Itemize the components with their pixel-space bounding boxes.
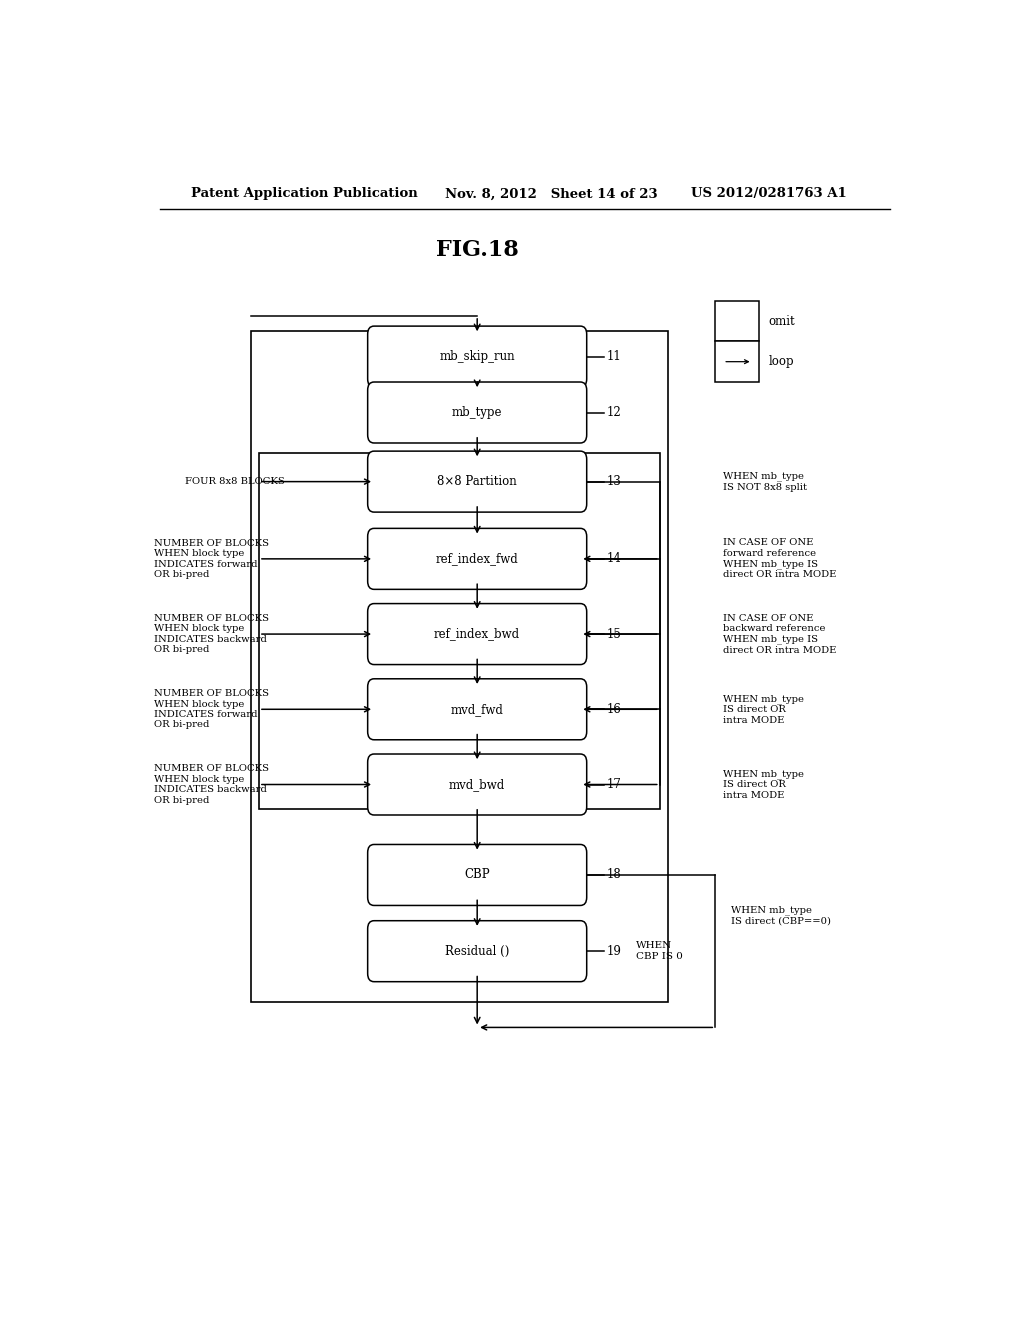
Text: 18: 18 xyxy=(606,869,622,882)
FancyBboxPatch shape xyxy=(368,921,587,982)
Text: loop: loop xyxy=(768,355,794,368)
Text: ref_index_fwd: ref_index_fwd xyxy=(436,552,518,565)
Text: WHEN mb_type
IS NOT 8x8 split: WHEN mb_type IS NOT 8x8 split xyxy=(723,471,807,491)
Text: FIG.18: FIG.18 xyxy=(436,239,518,261)
Text: NUMBER OF BLOCKS
WHEN block type
INDICATES forward
OR bi-pred: NUMBER OF BLOCKS WHEN block type INDICAT… xyxy=(154,539,269,579)
Text: 17: 17 xyxy=(606,777,622,791)
Bar xyxy=(259,453,659,809)
Bar xyxy=(251,331,668,1002)
Text: 8×8 Partition: 8×8 Partition xyxy=(437,475,517,488)
Text: IN CASE OF ONE
forward reference
WHEN mb_type IS
direct OR intra MODE: IN CASE OF ONE forward reference WHEN mb… xyxy=(723,539,837,579)
FancyBboxPatch shape xyxy=(368,381,587,444)
FancyBboxPatch shape xyxy=(368,754,587,814)
FancyBboxPatch shape xyxy=(368,845,587,906)
Text: NUMBER OF BLOCKS
WHEN block type
INDICATES backward
OR bi-pred: NUMBER OF BLOCKS WHEN block type INDICAT… xyxy=(154,764,269,805)
Text: 15: 15 xyxy=(606,627,622,640)
Text: FOUR 8x8 BLOCKS: FOUR 8x8 BLOCKS xyxy=(185,477,285,486)
Text: WHEN mb_type
IS direct OR
intra MODE: WHEN mb_type IS direct OR intra MODE xyxy=(723,770,804,800)
Text: NUMBER OF BLOCKS
WHEN block type
INDICATES backward
OR bi-pred: NUMBER OF BLOCKS WHEN block type INDICAT… xyxy=(154,614,269,655)
Text: 16: 16 xyxy=(606,702,622,715)
Text: Nov. 8, 2012   Sheet 14 of 23: Nov. 8, 2012 Sheet 14 of 23 xyxy=(445,187,658,201)
FancyBboxPatch shape xyxy=(368,528,587,589)
FancyBboxPatch shape xyxy=(368,678,587,739)
Text: NUMBER OF BLOCKS
WHEN block type
INDICATES forward
OR bi-pred: NUMBER OF BLOCKS WHEN block type INDICAT… xyxy=(154,689,269,730)
Text: Patent Application Publication: Patent Application Publication xyxy=(191,187,418,201)
Text: mb_type: mb_type xyxy=(452,407,503,418)
Text: 12: 12 xyxy=(606,407,622,418)
Text: omit: omit xyxy=(768,314,795,327)
Text: ref_index_bwd: ref_index_bwd xyxy=(434,627,520,640)
Text: 11: 11 xyxy=(606,350,622,363)
Text: 13: 13 xyxy=(606,475,622,488)
Text: 19: 19 xyxy=(606,945,622,958)
Text: mvd_bwd: mvd_bwd xyxy=(450,777,505,791)
Text: mb_skip_run: mb_skip_run xyxy=(439,350,515,363)
Text: US 2012/0281763 A1: US 2012/0281763 A1 xyxy=(691,187,847,201)
Bar xyxy=(715,342,759,381)
FancyBboxPatch shape xyxy=(368,603,587,664)
Bar xyxy=(715,301,759,342)
FancyBboxPatch shape xyxy=(368,326,587,387)
Text: mvd_fwd: mvd_fwd xyxy=(451,702,504,715)
Text: CBP: CBP xyxy=(464,869,490,882)
FancyBboxPatch shape xyxy=(368,451,587,512)
Text: IN CASE OF ONE
backward reference
WHEN mb_type IS
direct OR intra MODE: IN CASE OF ONE backward reference WHEN m… xyxy=(723,614,837,655)
Text: WHEN mb_type
IS direct OR
intra MODE: WHEN mb_type IS direct OR intra MODE xyxy=(723,694,804,725)
Text: WHEN mb_type
IS direct (CBP==0): WHEN mb_type IS direct (CBP==0) xyxy=(731,906,831,925)
Text: Residual (): Residual () xyxy=(445,945,509,958)
Text: WHEN
CBP IS 0: WHEN CBP IS 0 xyxy=(636,941,683,961)
Text: 14: 14 xyxy=(606,552,622,565)
